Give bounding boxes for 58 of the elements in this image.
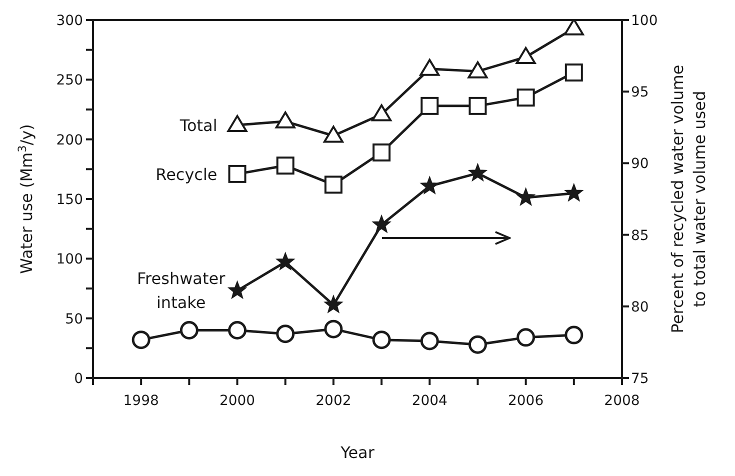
y-tick-label: 0: [74, 371, 83, 387]
y-tick-label: 250: [56, 72, 83, 89]
point: [420, 176, 439, 194]
point: [564, 20, 584, 36]
point: [420, 58, 440, 76]
point: [420, 96, 439, 115]
y2-tick-label: 90: [631, 156, 649, 172]
point: [468, 164, 487, 182]
point: [372, 215, 391, 233]
point: [564, 184, 583, 202]
point: [468, 96, 487, 115]
point: [516, 188, 535, 206]
x-tick-label: 2008: [604, 392, 640, 409]
point: [372, 330, 391, 350]
point: [372, 143, 391, 162]
point: [516, 328, 536, 347]
series-label: Total: [178, 116, 218, 136]
y-tick-label: 150: [56, 192, 83, 208]
x-tick-label: 2006: [508, 392, 544, 409]
point: [468, 335, 487, 354]
point: [228, 321, 247, 340]
y2-tick-label: 80: [631, 299, 649, 316]
y-tick-label: 200: [56, 132, 83, 148]
point: [227, 115, 248, 132]
y2-tick-label: 95: [631, 84, 649, 101]
y-tick-label: 50: [65, 311, 83, 328]
point: [324, 295, 343, 313]
point: [276, 156, 294, 175]
point: [516, 88, 535, 107]
y-tick-label: 100: [56, 252, 83, 268]
point: [180, 321, 198, 340]
point: [132, 330, 150, 350]
y-tick-label: 300: [56, 13, 83, 29]
point: [275, 111, 296, 128]
point: [228, 281, 246, 298]
y2-tick-label: 85: [631, 228, 649, 244]
x-tick-label: 2004: [412, 392, 448, 409]
point: [468, 61, 488, 78]
point: [324, 320, 343, 338]
point: [324, 176, 342, 194]
point: [564, 64, 583, 82]
y2-tick-label: 100: [631, 12, 658, 29]
point: [323, 126, 344, 143]
point: [276, 324, 295, 344]
point: [372, 104, 392, 122]
point: [276, 252, 294, 270]
series-label: Freshwater intake: [137, 268, 226, 312]
point: [564, 326, 584, 344]
y2-tick-label: 75: [631, 370, 649, 387]
point: [420, 332, 439, 350]
x-axis-title: Year: [340, 443, 375, 462]
x-tick-label: 2000: [219, 392, 256, 409]
x-tick-label: 1998: [123, 392, 159, 409]
x-tick-label: 2002: [316, 392, 352, 409]
y2-axis-title: Percent of recycled water volume to total water volume used: [668, 64, 709, 334]
point: [516, 46, 536, 64]
point: [228, 164, 246, 183]
series-label: Recycle: [156, 164, 218, 184]
